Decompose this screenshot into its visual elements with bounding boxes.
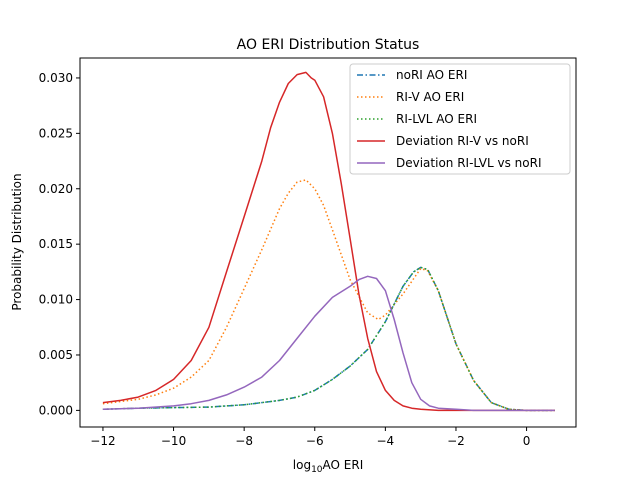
y-tick-label: 0.025 xyxy=(39,126,73,140)
x-tick-label: 0 xyxy=(523,434,531,448)
x-axis: −12 −10 −8 −6 −4 −2 0 xyxy=(90,427,530,448)
legend-label-4: Deviation RI-LVL vs noRI xyxy=(396,156,542,170)
y-tick-label: 0.020 xyxy=(39,182,73,196)
y-tick-label: 0.010 xyxy=(39,293,73,307)
legend-label-2: RI-LVL AO ERI xyxy=(396,112,477,126)
series-line-4 xyxy=(102,275,555,412)
legend-label-0: noRI AO ERI xyxy=(396,68,467,82)
x-tick-label: −10 xyxy=(161,434,186,448)
x-tick-label: −12 xyxy=(90,434,115,448)
y-tick-label: 0.005 xyxy=(39,348,73,362)
legend-box xyxy=(349,63,571,175)
series-line-2 xyxy=(102,266,555,412)
x-axis-label-prefix: log xyxy=(293,458,311,472)
chart-title: AO ERI Distribution Status xyxy=(237,37,420,53)
x-tick-label: −4 xyxy=(377,434,395,448)
x-tick-label: −6 xyxy=(306,434,324,448)
y-tick-label: 0.015 xyxy=(39,237,73,251)
plot-frame xyxy=(79,57,577,428)
y-tick-label: 0.000 xyxy=(39,403,73,417)
x-axis-label-subscript: 10 xyxy=(311,465,323,475)
series-line-3 xyxy=(102,71,555,412)
y-axis-label: Probability Distribution xyxy=(10,173,24,310)
x-tick-label: −8 xyxy=(235,434,253,448)
legend-label-1: RI-V AO ERI xyxy=(396,90,464,104)
x-tick-label: −2 xyxy=(447,434,465,448)
x-axis-label-suffix: AO ERI xyxy=(323,458,364,472)
x-axis-label: log10AO ERI xyxy=(293,458,363,475)
y-tick-label: 0.030 xyxy=(39,71,73,85)
legend: noRI AO ERI RI-V AO ERI RI-LVL AO ERI Devia… xyxy=(349,63,571,175)
series-layer xyxy=(102,71,555,412)
legend-label-3: Deviation RI-V vs noRI xyxy=(396,134,529,148)
y-axis: 0.000 0.005 0.010 0.015 0.020 0.025 0.030 xyxy=(39,71,80,417)
